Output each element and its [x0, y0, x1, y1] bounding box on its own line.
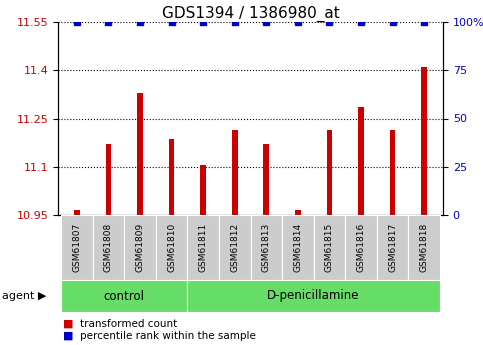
- Bar: [200, 165, 206, 215]
- Bar: [169, 139, 174, 215]
- Text: GSM61809: GSM61809: [136, 223, 144, 272]
- Text: GSM61814: GSM61814: [293, 223, 302, 272]
- Text: GSM61808: GSM61808: [104, 223, 113, 272]
- Bar: [74, 210, 80, 215]
- Text: ■: ■: [63, 319, 73, 329]
- Bar: [295, 210, 301, 215]
- Text: GSM61817: GSM61817: [388, 223, 397, 272]
- Text: GSM61807: GSM61807: [72, 223, 82, 272]
- Text: GSM61816: GSM61816: [356, 223, 366, 272]
- Bar: [390, 130, 396, 215]
- Text: D-penicillamine: D-penicillamine: [268, 289, 360, 303]
- Text: GSM61811: GSM61811: [199, 223, 208, 272]
- Text: GSM61810: GSM61810: [167, 223, 176, 272]
- Bar: [106, 144, 112, 215]
- Text: control: control: [104, 289, 145, 303]
- Text: GSM61813: GSM61813: [262, 223, 271, 272]
- Text: GSM61815: GSM61815: [325, 223, 334, 272]
- Bar: [421, 67, 427, 215]
- Bar: [327, 130, 332, 215]
- Text: agent ▶: agent ▶: [2, 291, 47, 301]
- Text: ■: ■: [63, 331, 73, 341]
- Bar: [137, 93, 143, 215]
- Text: transformed count: transformed count: [80, 319, 177, 329]
- Text: GSM61812: GSM61812: [230, 223, 239, 272]
- Bar: [358, 107, 364, 215]
- Bar: [232, 130, 238, 215]
- Text: percentile rank within the sample: percentile rank within the sample: [80, 331, 256, 341]
- Title: GDS1394 / 1386980_at: GDS1394 / 1386980_at: [162, 6, 340, 22]
- Text: GSM61818: GSM61818: [420, 223, 428, 272]
- Bar: [263, 144, 269, 215]
